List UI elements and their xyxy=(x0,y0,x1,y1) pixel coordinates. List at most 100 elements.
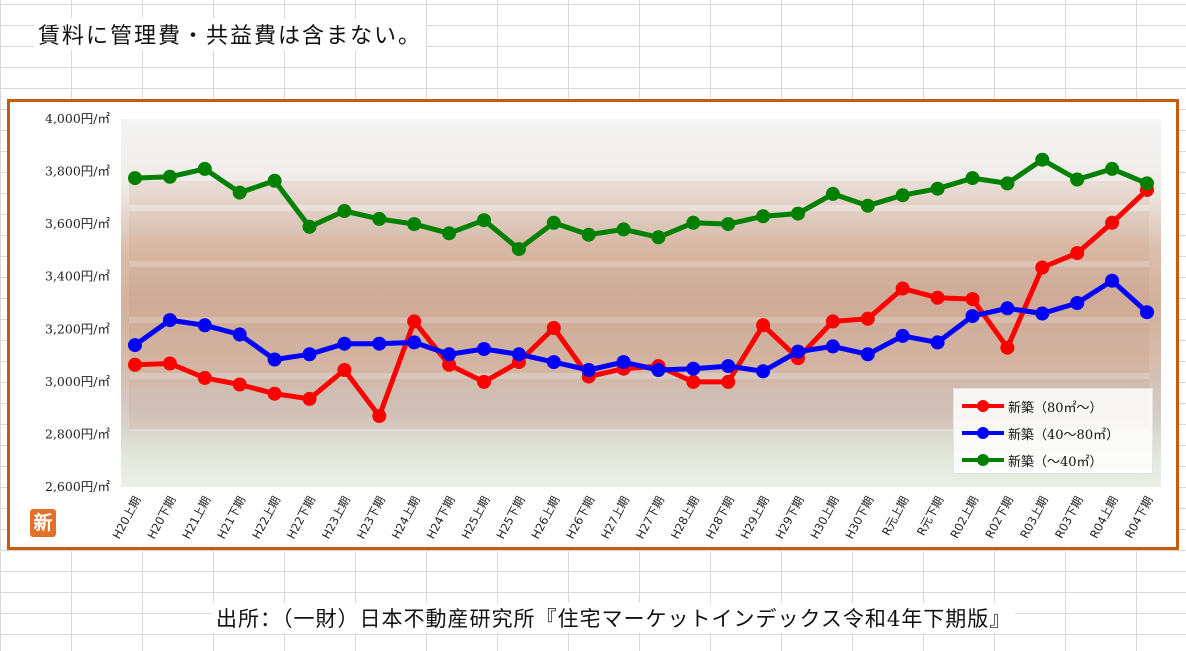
series-1-point xyxy=(756,318,771,333)
series-line-2 xyxy=(133,278,1149,374)
series-1-point xyxy=(162,356,177,371)
legend-swatch xyxy=(962,396,1004,416)
series-3-point xyxy=(128,171,142,186)
series-3-point xyxy=(442,226,457,241)
x-tick-label: H25上期 xyxy=(459,494,493,541)
series-2-point xyxy=(442,347,457,362)
series-1-point xyxy=(546,321,561,335)
series-3-point xyxy=(756,209,771,224)
x-tick-label: H20下期 xyxy=(144,494,178,541)
series-2-point xyxy=(162,313,177,328)
series-1-point xyxy=(825,314,840,329)
series-3-point xyxy=(477,213,491,228)
x-tick-label: H21上期 xyxy=(179,494,213,541)
y-tick-label: 4,000円/㎡ xyxy=(45,111,110,126)
series-3-point xyxy=(1000,176,1015,191)
x-tick-label: H22下期 xyxy=(284,494,318,541)
x-tick-label: H27下期 xyxy=(633,494,667,541)
y-tick-label: 2,600円/㎡ xyxy=(45,479,110,494)
series-2-point xyxy=(197,318,212,333)
x-tick-label: H30下期 xyxy=(842,494,876,541)
y-tick-label: 3,200円/㎡ xyxy=(45,321,110,336)
y-tick-label: 3,000円/㎡ xyxy=(45,374,110,389)
legend-item: 新築（～40㎡） xyxy=(962,449,1103,471)
series-1-point xyxy=(302,391,317,406)
y-tick-label: 3,400円/㎡ xyxy=(45,269,110,284)
series-2-point xyxy=(407,335,422,350)
series-2-point xyxy=(477,342,491,356)
legend-label: 新築（40～80㎡） xyxy=(1008,427,1120,443)
legend-item: 新築（80㎡～） xyxy=(962,395,1103,417)
series-1-point xyxy=(407,314,422,329)
x-tick-label: R03上期 xyxy=(1017,494,1051,541)
note-text: 賃料に管理費・共益費は含まない。 xyxy=(34,18,427,50)
x-tick-label: H26上期 xyxy=(528,494,562,541)
y-tick-label: 3,800円/㎡ xyxy=(45,164,110,179)
x-tick-label: R04上期 xyxy=(1087,494,1121,541)
series-1-point xyxy=(686,374,701,389)
series-2-point xyxy=(546,355,561,370)
x-tick-label: H24下期 xyxy=(424,494,458,541)
x-tick-label: H28上期 xyxy=(668,494,702,541)
series-2-point xyxy=(302,347,317,362)
series-3-point xyxy=(232,185,247,200)
series-2-point xyxy=(965,309,980,324)
series-1-point xyxy=(232,377,247,392)
series-2-point xyxy=(860,347,875,362)
series-3-point xyxy=(197,161,212,176)
x-tick-label: H27上期 xyxy=(598,494,632,541)
series-3-point xyxy=(895,188,910,203)
series-line-3 xyxy=(134,157,1148,252)
series-2-point xyxy=(930,335,945,350)
series-3-point xyxy=(860,198,875,213)
y-tick-label: 2,800円/㎡ xyxy=(45,426,110,441)
series-1-point xyxy=(1105,215,1120,230)
series-2-point xyxy=(616,355,631,370)
series-2-point xyxy=(825,339,840,354)
series-3-point xyxy=(407,217,422,232)
series-2-point xyxy=(756,364,771,379)
line-chart: 4,000円/㎡ 3,800円/㎡ 3,600円/㎡ 3,400円/㎡ 3,200円/㎡… xyxy=(45,111,1156,541)
x-tick-label: R02下期 xyxy=(982,494,1016,541)
series-1-point xyxy=(721,374,736,389)
series-2-point xyxy=(651,363,666,377)
series-line-1 xyxy=(134,188,1149,419)
y-tick-label: 3,600円/㎡ xyxy=(45,216,110,231)
series-1-point xyxy=(267,386,282,401)
series-3-point xyxy=(965,171,980,186)
series-3-point xyxy=(372,211,387,226)
x-tick-label: H21下期 xyxy=(214,494,248,541)
chart-frame: 新 4,000円/㎡ 3,800円/㎡ 3,600円/㎡ 3,400円/㎡ 3,200円… xyxy=(7,99,1179,550)
legend-item: 新築（40～80㎡） xyxy=(962,422,1119,444)
series-3-point xyxy=(930,181,945,196)
series-1-point xyxy=(337,363,352,377)
x-tick-label: H29上期 xyxy=(738,494,772,541)
series-1-point xyxy=(128,357,142,372)
series-3-point xyxy=(616,222,631,237)
x-tick-label: H24上期 xyxy=(389,494,423,541)
series-2-point xyxy=(581,363,596,377)
series-1-point xyxy=(965,292,980,307)
source-text: 出所：（一財）日本不動産研究所『住宅マーケットインデックス令和4年下期版』 xyxy=(212,603,1016,633)
series-2-point xyxy=(1070,296,1085,310)
x-tick-label: H23上期 xyxy=(319,494,353,541)
x-tick-label: H28下期 xyxy=(703,494,737,541)
series-1-point xyxy=(1000,340,1015,355)
chart-legend: 新築（80㎡～） 新築（40～80㎡） 新築（～40㎡） xyxy=(953,388,1153,474)
x-tick-label: R02上期 xyxy=(947,494,981,541)
series-3-point xyxy=(686,215,701,230)
series-3-point xyxy=(302,219,317,234)
x-tick-label: R04下期 xyxy=(1122,494,1156,541)
series-2-point xyxy=(267,352,282,367)
series-1-point xyxy=(1035,260,1050,275)
series-2-point xyxy=(1035,306,1050,321)
legend-label: 新築（～40㎡） xyxy=(1008,454,1103,470)
series-3-point xyxy=(825,186,840,201)
series-1-point xyxy=(477,374,491,389)
series-3-point xyxy=(267,173,282,188)
series-2-point xyxy=(895,328,910,343)
x-tick-label: H23下期 xyxy=(354,494,388,541)
legend-swatch xyxy=(962,423,1004,443)
series-1-point xyxy=(860,311,875,326)
series-2-point xyxy=(1140,305,1154,320)
